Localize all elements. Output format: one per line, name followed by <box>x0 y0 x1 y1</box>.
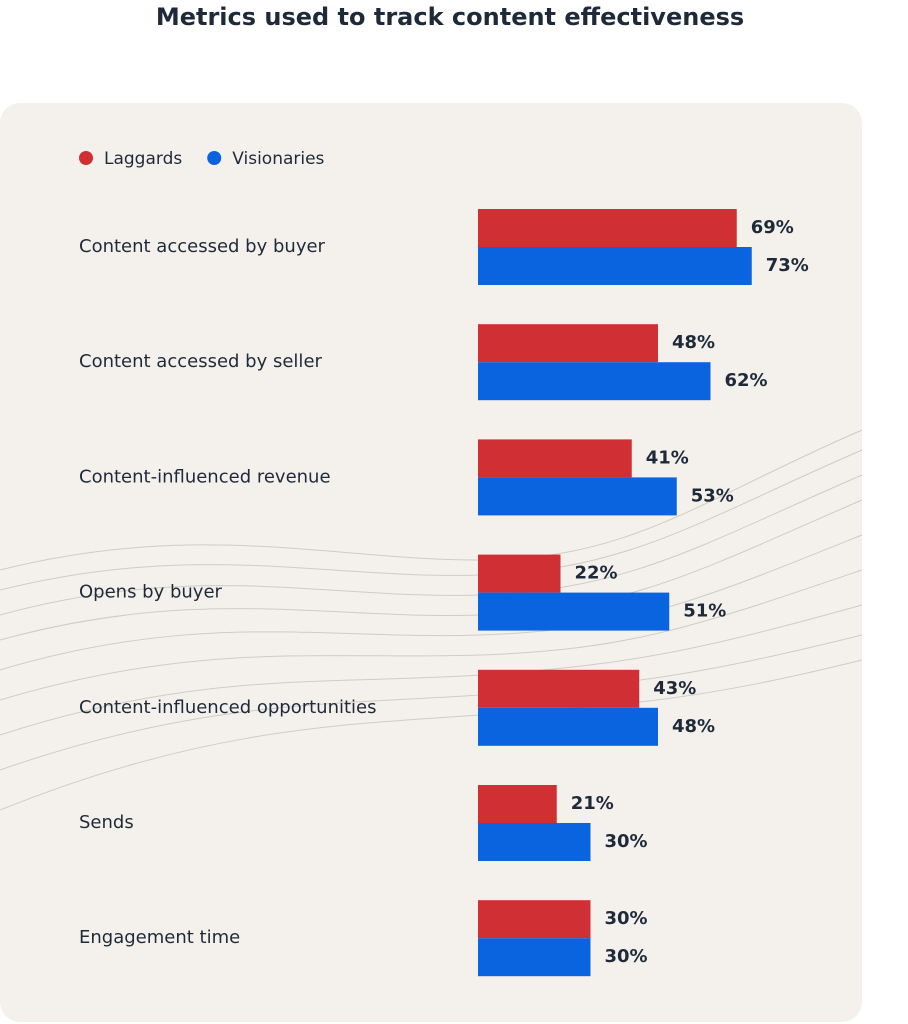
bar <box>478 554 561 593</box>
value-label: 21% <box>571 793 614 814</box>
bar <box>478 362 711 401</box>
bar <box>478 938 591 977</box>
legend-marker <box>207 151 222 165</box>
value-label: 48% <box>672 716 715 737</box>
chart-title: Metrics used to track content effectiven… <box>156 3 744 31</box>
value-label: 43% <box>653 678 696 699</box>
bar <box>478 247 752 285</box>
value-label: 48% <box>672 332 715 353</box>
value-label: 51% <box>683 601 726 622</box>
bar <box>478 324 658 363</box>
value-label: 41% <box>646 447 689 468</box>
category-label: Content accessed by seller <box>79 351 323 372</box>
bar <box>478 439 632 478</box>
bar <box>478 900 591 939</box>
legend-label: Laggards <box>104 149 182 169</box>
category-label: Engagement time <box>79 927 240 948</box>
value-label: 30% <box>605 946 648 967</box>
value-label: 62% <box>725 370 768 391</box>
bar <box>478 669 640 708</box>
bar <box>478 477 677 516</box>
category-label: Content-influenced revenue <box>79 466 331 487</box>
category-label: Sends <box>79 812 134 833</box>
bar <box>478 823 591 861</box>
legend-label: Visionaries <box>232 149 324 169</box>
legend-marker <box>79 151 93 165</box>
bar <box>478 209 737 247</box>
value-label: 22% <box>575 563 618 584</box>
category-label: Content-influenced opportunities <box>79 697 377 718</box>
bar <box>478 785 557 823</box>
value-label: 30% <box>605 908 648 929</box>
value-label: 73% <box>766 255 809 276</box>
value-label: 30% <box>605 831 648 852</box>
category-label: Opens by buyer <box>79 582 223 603</box>
value-label: 69% <box>751 217 794 238</box>
value-label: 53% <box>691 485 734 506</box>
category-label: Content accessed by buyer <box>79 236 326 257</box>
bar <box>478 592 670 631</box>
bar <box>478 707 658 746</box>
